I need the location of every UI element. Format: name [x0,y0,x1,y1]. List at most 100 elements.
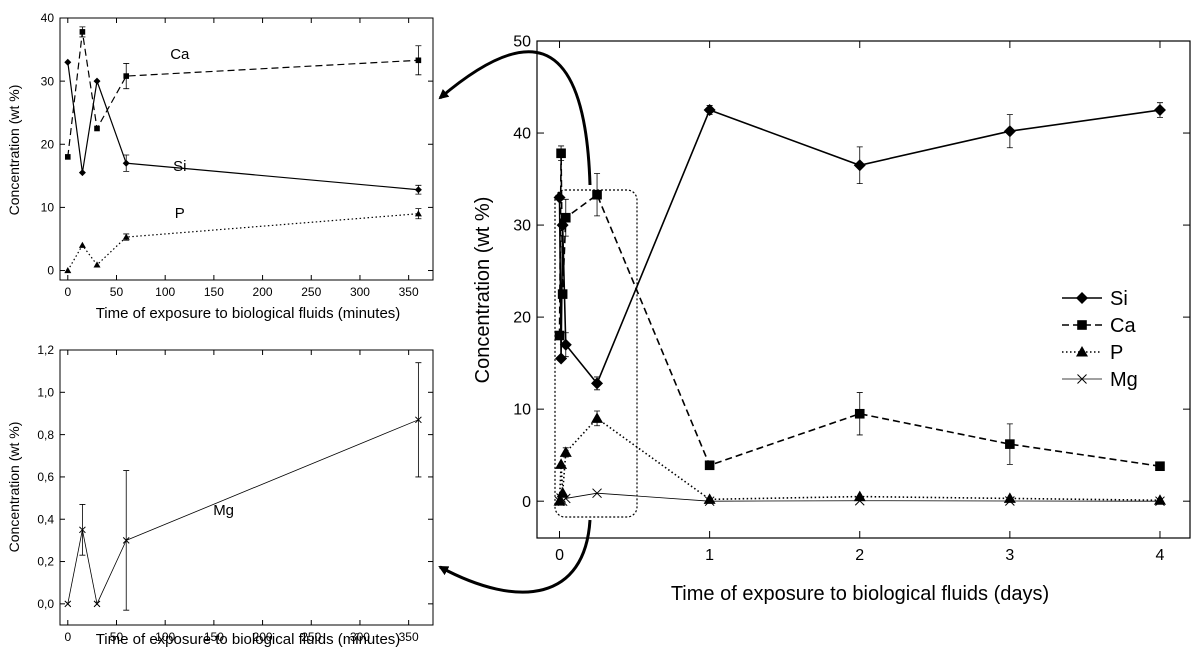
inset-top-plot-frame [59,17,434,281]
x-tick-label: 250 [301,285,321,299]
data-point-mg [556,493,566,503]
data-point-ca [1005,439,1015,449]
data-point-mg [854,495,865,506]
zoom-region-box [554,189,638,518]
legend-marker [1076,292,1088,304]
x-tick-label: 300 [350,285,370,299]
series-p [64,208,422,274]
x-tick-label: 150 [204,630,224,644]
data-point-p [1003,492,1016,503]
legend-label: Ca [1110,315,1136,337]
data-point-si [78,169,86,177]
data-point-p [556,486,569,498]
legend-label: Si [1110,288,1128,310]
y-tick-label: 50 [513,34,531,51]
data-point-si [553,191,566,204]
data-point-mg [79,526,86,534]
y-tick-label: 20 [41,137,55,151]
main-y-axis-label: Concentration (wt %) [472,197,494,384]
y-tick-label: 0,2 [37,555,54,569]
x-tick-label: 0 [64,285,71,299]
data-point-ca [592,189,602,200]
legend-entry-mg: Mg [1062,369,1138,391]
connector-arrow-top [438,50,592,186]
data-point-si [559,338,572,351]
x-tick-label: 2 [855,547,864,564]
data-point-ca [64,154,71,160]
data-point-si [591,377,604,390]
data-point-p [559,446,572,457]
series-line-ca [558,153,1161,468]
inset-bottom-x-axis-label: Time of exposure to biological fluids (m… [96,631,401,647]
inset-top-chart: 0 50 100 150 200 250 300 350 0 10 20 30 40 Ca Si P Tim… [6,11,434,322]
data-point-ca [415,57,422,64]
x-tick-label: 100 [155,285,175,299]
y-tick-label: 0,4 [37,512,54,526]
x-tick-label: 4 [1156,547,1165,564]
data-point-ca [556,148,566,159]
data-point-si [853,159,866,172]
connector-arrow-bottom [438,519,592,594]
inset-top-x-axis-label: Time of exposure to biological fluids (m… [96,305,401,322]
annotation-p: P [175,205,185,222]
series-line-p [67,213,419,271]
y-tick-label: 1,2 [37,343,54,357]
data-point-mg [592,488,602,499]
data-point-si [414,186,422,194]
data-point-mg [560,493,571,504]
x-tick-label: 250 [301,630,321,644]
series-ca [554,145,1165,472]
y-tick-label: 0,0 [37,597,54,611]
data-point-si [93,77,101,85]
x-tick-label: 0 [555,547,564,564]
data-point-ca [123,73,130,79]
data-point-ca [704,460,715,471]
series-line-ca [67,31,419,157]
data-point-p [64,267,72,274]
x-tick-label: 0 [64,630,71,644]
y-tick-label: 40 [41,11,55,25]
series-mg [64,362,422,611]
x-tick-label: 3 [1005,547,1014,564]
main-x-axis-label: Time of exposure to biological fluids (d… [671,583,1049,605]
legend-entry-p: P [1062,342,1123,364]
series-line-mg [67,419,419,606]
x-tick-label: 350 [399,630,419,644]
data-point-si [555,352,568,365]
data-point-si [122,159,130,167]
data-point-si [64,58,72,66]
data-point-si [1153,104,1166,117]
annotation-si: Si [173,158,186,175]
y-tick-label: 30 [41,74,55,88]
legend-label: P [1110,342,1123,364]
y-tick-label: 20 [513,310,531,327]
data-point-ca [560,212,571,223]
data-point-si [703,104,716,117]
inset-bottom-chart: 0 50 100 150 200 250 300 350 0,0 0,2 0,4 0,6 0,8 1,0 1… [6,343,434,647]
x-tick-label: 150 [204,285,224,299]
series-ca [64,26,422,160]
data-point-ca [1155,461,1165,472]
y-tick-label: 0,6 [37,470,54,484]
data-point-mg [1005,496,1015,506]
data-point-mg [64,600,72,608]
data-point-ca [854,408,865,419]
data-point-mg [122,537,130,544]
data-point-ca [557,289,568,299]
y-tick-label: 1,0 [37,386,54,400]
annotation-mg: Mg [213,502,234,519]
y-tick-label: 0,8 [37,428,54,442]
data-point-p [414,210,422,217]
legend-marker [1077,374,1087,384]
data-point-p [78,241,86,248]
main-legend: Si Ca P Mg [1062,288,1138,391]
data-point-mg [415,416,422,424]
y-tick-label: 10 [41,201,55,215]
data-point-ca [554,330,565,341]
data-point-mg [1155,496,1165,507]
data-point-p [93,261,101,268]
data-point-p [703,493,716,504]
inset-bottom-y-axis-label: Concentration (wt %) [6,422,22,553]
y-tick-label: 10 [513,402,531,419]
